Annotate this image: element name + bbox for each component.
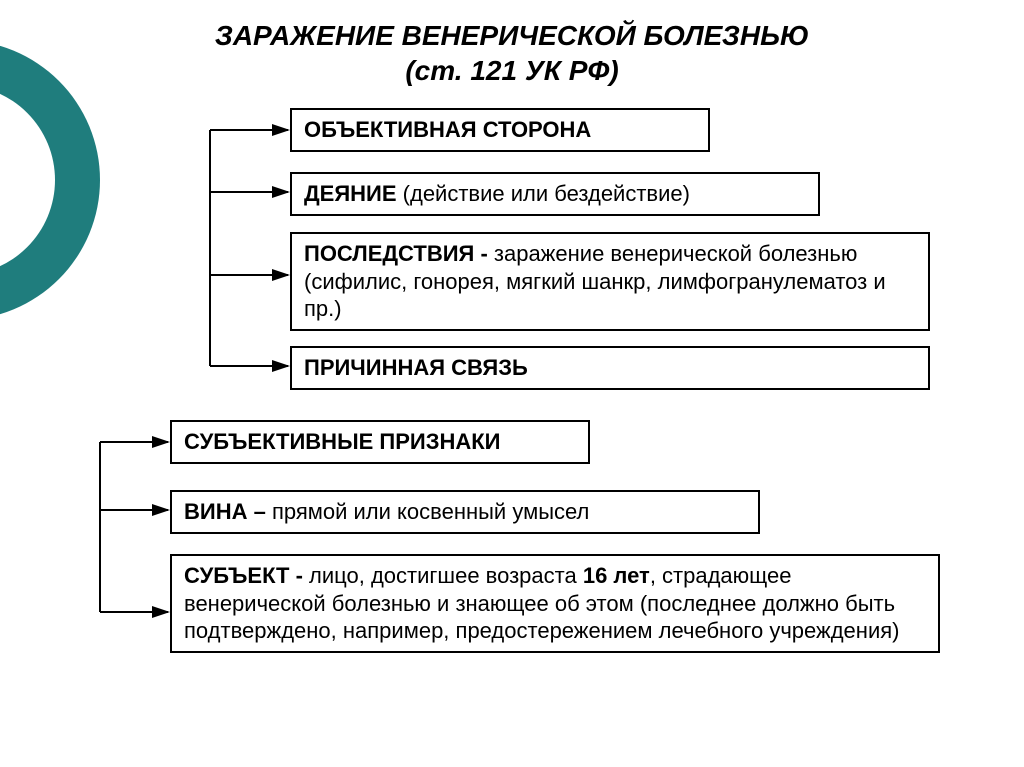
box-guilt-prefix: ВИНА – <box>184 499 272 524</box>
title-line1: ЗАРАЖЕНИЕ ВЕНЕРИЧЕСКОЙ БОЛЕЗНЬЮ <box>215 20 809 51</box>
box-subject-rest: лицо, достигшее возраста <box>309 563 583 588</box>
box-guilt-rest: прямой или косвенный умысел <box>272 499 589 524</box>
box-conseq-prefix: ПОСЛЕДСТВИЯ - <box>304 241 494 266</box>
box-consequences: ПОСЛЕДСТВИЯ - заражение венерической бол… <box>290 232 930 331</box>
page-title: ЗАРАЖЕНИЕ ВЕНЕРИЧЕСКОЙ БОЛЕЗНЬЮ (ст. 121… <box>0 18 1024 88</box>
box-subjective-signs: СУБЪЕКТИВНЫЕ ПРИЗНАКИ <box>170 420 590 464</box>
box-guilt: ВИНА – прямой или косвенный умысел <box>170 490 760 534</box>
box-subject-bold2: 16 лет <box>583 563 650 588</box>
box-objective-text: ОБЪЕКТИВНАЯ СТОРОНА <box>304 117 591 142</box>
slide-number: 24 <box>4 172 44 214</box>
box-causation-text: ПРИЧИННАЯ СВЯЗЬ <box>304 355 528 380</box>
title-line2: (ст. 121 УК РФ) <box>405 55 618 86</box>
box-subjective-text: СУБЪЕКТИВНЫЕ ПРИЗНАКИ <box>184 429 501 454</box>
box-act-prefix: ДЕЯНИЕ <box>304 181 397 206</box>
box-subject: СУБЪЕКТ - лицо, достигшее возраста 16 ле… <box>170 554 940 653</box>
box-act: ДЕЯНИЕ (действие или бездействие) <box>290 172 820 216</box>
box-subject-prefix: СУБЪЕКТ - <box>184 563 309 588</box>
box-causation: ПРИЧИННАЯ СВЯЗЬ <box>290 346 930 390</box>
box-objective-side: ОБЪЕКТИВНАЯ СТОРОНА <box>290 108 710 152</box>
box-act-rest: (действие или бездействие) <box>397 181 690 206</box>
